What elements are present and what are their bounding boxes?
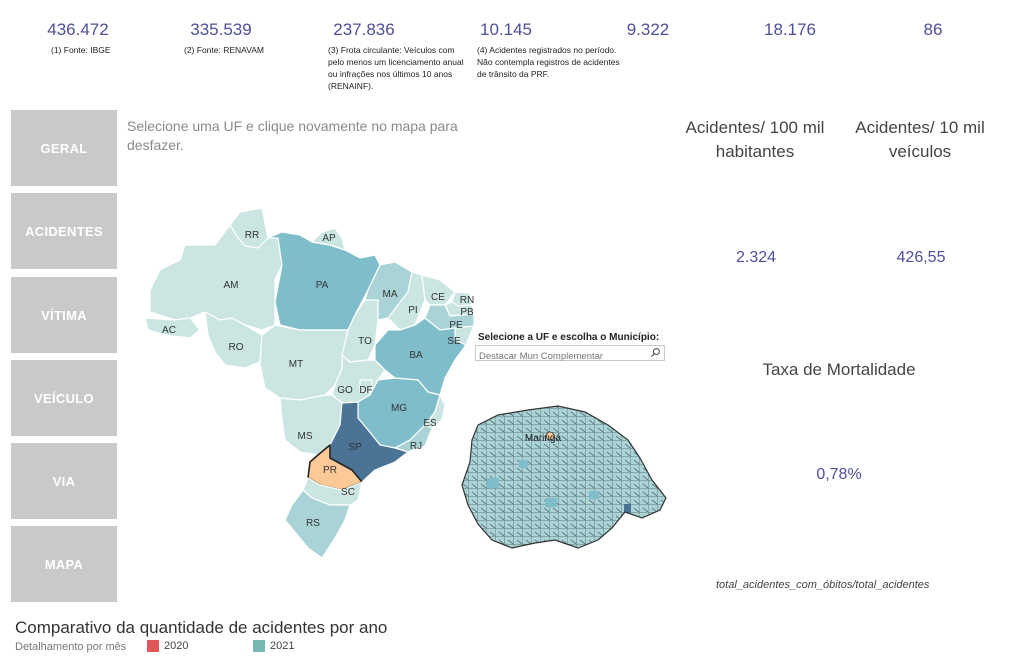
legend-2020[interactable]: 2020 (147, 640, 188, 652)
label-am: AM (224, 280, 239, 291)
legend-swatch-2020 (147, 640, 159, 652)
nav-acidentes-button[interactable]: ACIDENTES (11, 193, 117, 269)
state-rr[interactable] (229, 207, 269, 249)
nav-via-button[interactable]: VIA (11, 443, 117, 519)
acidentes-10mil-title: Acidentes/ 10 mil veículos (855, 118, 985, 161)
note-renavam: (2) Fonte: RENAVAM (184, 45, 264, 55)
legend-swatch-2021 (253, 640, 265, 652)
mun-highlight[interactable] (624, 504, 631, 513)
label-ba: BA (409, 350, 423, 361)
kpi-6: 86 (923, 20, 943, 39)
label-mg: MG (391, 403, 407, 414)
kpi-veiculos: 335.539 (190, 20, 252, 39)
mun-highlight[interactable] (487, 478, 499, 488)
chart-title: Comparativo da quantidade de acidentes p… (15, 618, 388, 637)
label-rs: RS (306, 518, 320, 529)
label-rj: RJ (410, 441, 422, 452)
nav-mapa-button[interactable]: MAPA (11, 526, 117, 602)
label-sp: SP (348, 442, 362, 453)
legend-2021[interactable]: 2021 (253, 640, 294, 652)
parana-outline (461, 405, 667, 549)
mun-highlight[interactable] (545, 498, 557, 507)
label-ce: CE (431, 292, 445, 303)
label-se: SE (447, 336, 461, 347)
municipio-search-label: Selecione a UF e escolha o Município: (478, 332, 660, 343)
label-ms: MS (298, 431, 313, 442)
nav-vitima-button[interactable]: VÍTIMA (11, 277, 117, 353)
kpi-4: 9.322 (626, 20, 670, 39)
nav-veiculo-button[interactable]: VEÍCULO (11, 360, 117, 436)
label-ma: MA (383, 289, 398, 300)
nav-geral-button[interactable]: GERAL (11, 110, 117, 186)
municipio-search-box[interactable] (475, 345, 665, 363)
search-icon (650, 348, 660, 358)
state-ac[interactable] (144, 317, 201, 339)
maringa-label: Maringá (525, 433, 562, 444)
legend-label-2020: 2020 (164, 640, 189, 652)
kpi-5: 18.176 (764, 20, 816, 39)
label-to: TO (358, 336, 372, 347)
note-acidentes: (4) Acidentes registrados no período. Nã… (477, 45, 620, 79)
label-pb: PB (460, 307, 474, 318)
label-sc: SC (341, 487, 355, 498)
chart-subtitle: Detalhamento por mês (15, 641, 127, 653)
label-pe: PE (449, 320, 463, 331)
acidentes-10mil-value: 426,55 (896, 249, 946, 266)
label-es: ES (423, 418, 437, 429)
note-ibge: (1) Fonte: IBGE (51, 45, 111, 55)
note-frota: (3) Frota circulante: Veículos com pelo … (328, 45, 464, 91)
map-hint-text: Selecione uma UF e clique novamente no m… (127, 118, 458, 153)
label-df: DF (359, 385, 372, 396)
state-rs[interactable] (284, 489, 351, 559)
label-rn: RN (460, 295, 474, 306)
mun-highlight[interactable] (589, 491, 599, 499)
mortalidade-value: 0,78% (816, 466, 862, 483)
label-pr: PR (323, 465, 337, 476)
label-pi: PI (408, 305, 417, 316)
label-mt: MT (289, 359, 303, 370)
acidentes-100mil-title: Acidentes/ 100 mil habitantes (685, 118, 825, 161)
label-pa: PA (316, 280, 329, 291)
kpi-habitantes: 436.472 (47, 20, 109, 39)
maringa-marker[interactable] (545, 431, 555, 441)
legend-label-2021: 2021 (270, 640, 295, 652)
label-go: GO (337, 385, 353, 396)
state-labels: RR AP AM PA MA CE RN PI PB PE AC RO TO S… (162, 230, 474, 529)
brazil-map[interactable]: RR AP AM PA MA CE RN PI PB PE AC RO TO S… (140, 200, 480, 565)
label-ro: RO (229, 342, 244, 353)
label-rr: RR (245, 230, 259, 241)
municipio-search-input[interactable] (476, 350, 649, 363)
kpi-acidentes: 10.145 (480, 20, 532, 39)
mun-highlight[interactable] (519, 460, 528, 468)
state-ap[interactable] (311, 227, 346, 251)
acidentes-100mil-value: 2.324 (735, 249, 777, 266)
label-ap: AP (322, 233, 336, 244)
parana-municipios-map[interactable]: Maringá (455, 400, 675, 560)
label-ac: AC (162, 325, 176, 336)
kpi-frota: 237.836 (333, 20, 395, 39)
mortalidade-title: Taxa de Mortalidade (762, 360, 916, 379)
mortalidade-formula: total_acidentes_com_óbitos/total_acident… (716, 579, 930, 591)
